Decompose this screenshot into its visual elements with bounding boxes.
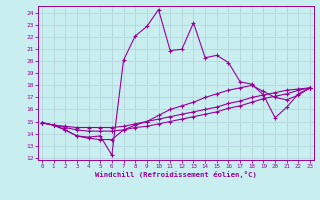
- X-axis label: Windchill (Refroidissement éolien,°C): Windchill (Refroidissement éolien,°C): [95, 171, 257, 178]
